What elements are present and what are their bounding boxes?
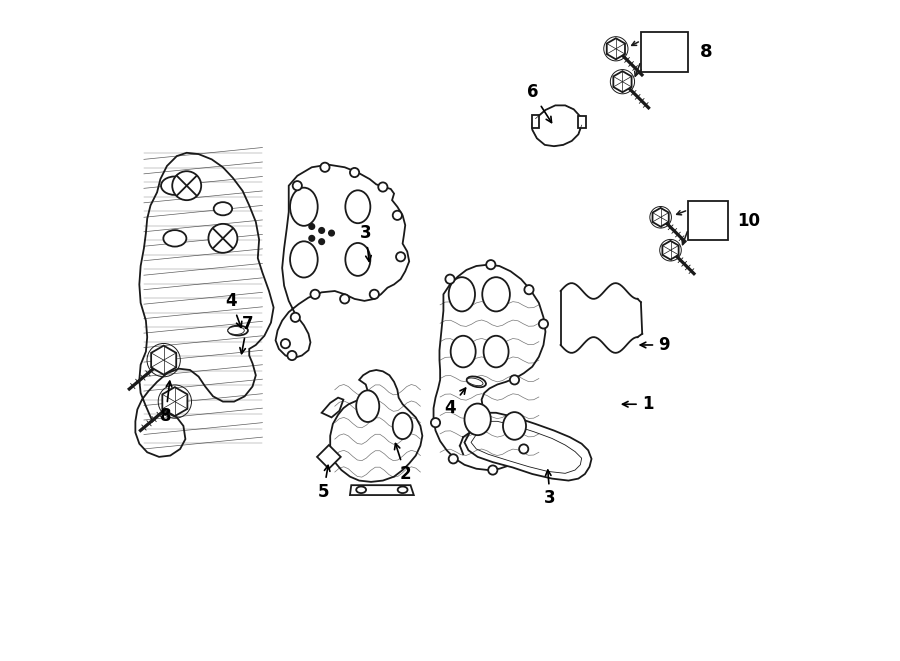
Circle shape xyxy=(396,253,405,261)
Text: 8: 8 xyxy=(160,381,172,425)
Polygon shape xyxy=(162,387,187,416)
Circle shape xyxy=(378,182,388,192)
Polygon shape xyxy=(607,38,625,59)
Polygon shape xyxy=(135,153,274,457)
Text: 9: 9 xyxy=(640,336,670,354)
Ellipse shape xyxy=(290,241,318,278)
Circle shape xyxy=(309,224,314,229)
Text: 10: 10 xyxy=(738,212,760,229)
Bar xyxy=(688,202,728,240)
Circle shape xyxy=(519,444,528,453)
Text: 4: 4 xyxy=(226,292,242,327)
Ellipse shape xyxy=(229,326,248,335)
Ellipse shape xyxy=(467,378,483,385)
Text: 8: 8 xyxy=(700,43,713,61)
Circle shape xyxy=(328,231,334,236)
Ellipse shape xyxy=(356,486,366,493)
Circle shape xyxy=(486,260,495,269)
Circle shape xyxy=(309,236,314,241)
Circle shape xyxy=(319,228,324,233)
Ellipse shape xyxy=(161,176,189,195)
Polygon shape xyxy=(434,264,545,470)
Polygon shape xyxy=(662,241,679,260)
Polygon shape xyxy=(350,485,414,495)
Circle shape xyxy=(525,285,534,294)
Text: 3: 3 xyxy=(544,470,556,508)
Polygon shape xyxy=(532,114,539,128)
Circle shape xyxy=(209,224,238,253)
Circle shape xyxy=(291,313,300,322)
Polygon shape xyxy=(532,105,581,146)
Text: 4: 4 xyxy=(445,388,465,417)
Ellipse shape xyxy=(482,277,510,311)
Ellipse shape xyxy=(398,486,408,493)
Ellipse shape xyxy=(451,336,476,368)
Ellipse shape xyxy=(464,404,491,435)
Circle shape xyxy=(320,163,329,172)
Polygon shape xyxy=(275,165,410,358)
Circle shape xyxy=(172,171,202,200)
Bar xyxy=(641,32,688,73)
Text: 3: 3 xyxy=(360,224,372,261)
Circle shape xyxy=(340,294,349,303)
Ellipse shape xyxy=(392,412,412,439)
Ellipse shape xyxy=(346,243,371,276)
Ellipse shape xyxy=(503,412,526,440)
Text: 1: 1 xyxy=(623,395,653,413)
Circle shape xyxy=(446,274,454,284)
Text: 5: 5 xyxy=(318,465,330,501)
Circle shape xyxy=(370,290,379,299)
Circle shape xyxy=(539,319,548,329)
Text: 6: 6 xyxy=(526,83,552,122)
Text: 7: 7 xyxy=(240,315,253,354)
Polygon shape xyxy=(317,445,341,469)
Ellipse shape xyxy=(356,391,379,422)
Ellipse shape xyxy=(290,188,318,226)
Ellipse shape xyxy=(228,327,244,334)
Ellipse shape xyxy=(163,230,186,247)
Circle shape xyxy=(310,290,320,299)
Circle shape xyxy=(281,339,290,348)
Polygon shape xyxy=(652,208,669,227)
Circle shape xyxy=(392,211,402,220)
Circle shape xyxy=(292,181,302,190)
Circle shape xyxy=(449,454,458,463)
Ellipse shape xyxy=(449,277,475,311)
Polygon shape xyxy=(613,71,632,93)
Polygon shape xyxy=(464,412,591,481)
Ellipse shape xyxy=(213,202,232,215)
Text: 2: 2 xyxy=(394,444,411,483)
Circle shape xyxy=(488,465,498,475)
Circle shape xyxy=(431,418,440,427)
Circle shape xyxy=(319,239,324,245)
Circle shape xyxy=(287,351,297,360)
Circle shape xyxy=(350,168,359,177)
Polygon shape xyxy=(321,398,344,417)
Ellipse shape xyxy=(467,376,486,387)
Polygon shape xyxy=(330,370,422,482)
Polygon shape xyxy=(579,116,586,128)
Ellipse shape xyxy=(346,190,371,223)
Ellipse shape xyxy=(483,336,508,368)
Polygon shape xyxy=(151,346,176,375)
Circle shape xyxy=(510,375,519,385)
